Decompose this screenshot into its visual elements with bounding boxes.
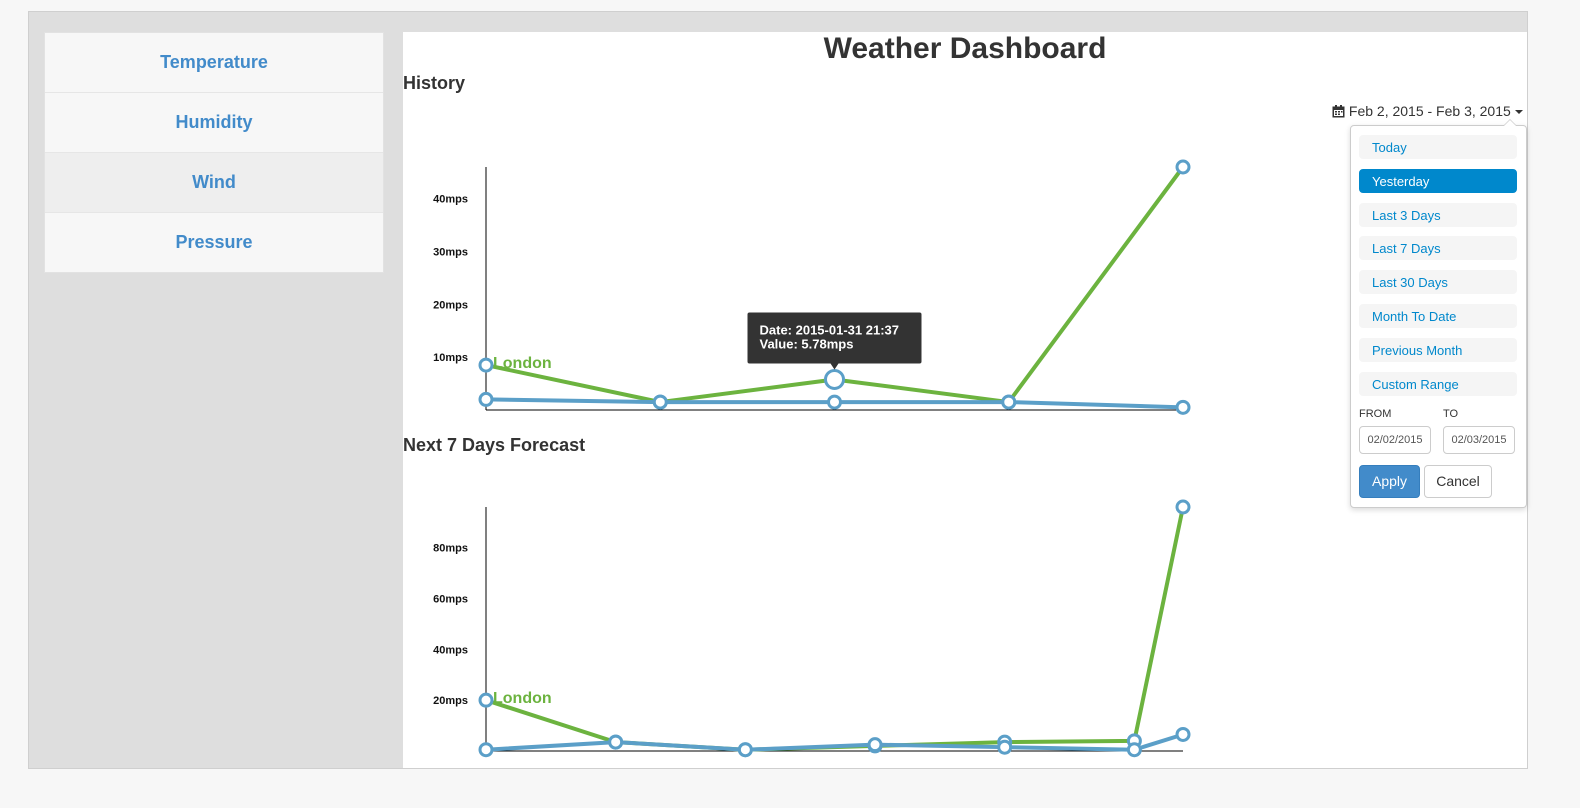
range-option-last-3-days[interactable]: Last 3 Days — [1359, 202, 1517, 227]
tooltip-arrow — [830, 363, 839, 370]
data-point[interactable] — [478, 742, 494, 758]
data-point[interactable] — [827, 394, 842, 410]
forecast-chart: 20mps40mps60mps80mps02/02 00:0002/03 00:… — [433, 499, 1191, 758]
data-point[interactable] — [478, 692, 494, 708]
data-point[interactable] — [1175, 499, 1191, 515]
data-point[interactable] — [1001, 394, 1017, 410]
range-option-custom-range[interactable]: Custom Range — [1359, 371, 1517, 396]
from-date-input[interactable]: 02/02/2015 — [1359, 426, 1431, 454]
from-label: FROM — [1359, 408, 1392, 420]
data-point[interactable] — [997, 739, 1013, 755]
calendar-icon — [1332, 105, 1345, 121]
tooltip-date: Date: 2015-01-31 21:37 — [760, 322, 899, 337]
cancel-button[interactable]: Cancel — [1424, 465, 1492, 498]
main-content: Weather Dashboard History Next 7 Days Fo… — [403, 32, 1527, 768]
data-point[interactable] — [478, 391, 494, 407]
range-option-last-7-days[interactable]: Last 7 Days — [1359, 236, 1517, 261]
sidebar-item-wind[interactable]: Wind — [45, 153, 383, 213]
data-point[interactable] — [1175, 726, 1191, 742]
to-date-input[interactable]: 02/03/2015 — [1443, 426, 1515, 454]
y-tick-label: 80mps — [433, 543, 468, 555]
sidebar-item-pressure[interactable]: Pressure — [175, 232, 253, 252]
caret-down-icon — [1514, 110, 1523, 115]
data-point[interactable] — [1175, 159, 1191, 175]
series-line-0 — [485, 506, 1185, 752]
range-option-previous-month[interactable]: Previous Month — [1359, 337, 1517, 362]
series-label: London — [493, 355, 552, 372]
y-tick-label: 40mps — [433, 194, 468, 206]
sidebar-item-temperature[interactable]: Temperature — [45, 33, 383, 93]
data-point[interactable] — [867, 737, 883, 753]
data-point[interactable] — [1175, 399, 1191, 415]
history-chart: 10mps20mps30mps40mps01/31 20:0001/31 21:… — [433, 159, 1191, 415]
sidebar-item-humidity[interactable]: Humidity — [45, 93, 383, 153]
data-point[interactable] — [652, 394, 668, 410]
y-tick-label: 60mps — [433, 594, 468, 606]
y-tick-label: 30mps — [433, 247, 468, 259]
y-tick-label: 20mps — [433, 695, 468, 707]
data-point[interactable] — [608, 734, 624, 750]
date-range-label: Feb 2, 2015 - Feb 3, 2015 — [1348, 103, 1511, 119]
tooltip-box — [747, 312, 922, 364]
data-point[interactable] — [478, 357, 494, 373]
y-tick-label: 20mps — [433, 299, 468, 311]
range-option-yesterday[interactable]: Yesterday — [1359, 168, 1517, 193]
data-point[interactable] — [824, 368, 845, 390]
to-label: TO — [1443, 408, 1459, 420]
forecast-title: Next 7 Days Forecast — [403, 435, 586, 455]
page-title: Weather Dashboard — [823, 32, 1107, 65]
apply-button[interactable]: Apply — [1359, 465, 1420, 498]
range-option-today[interactable]: Today — [1359, 135, 1517, 159]
y-tick-label: 10mps — [433, 352, 468, 364]
data-point[interactable] — [737, 742, 753, 758]
tooltip-value: Value: 5.78mps — [760, 336, 854, 351]
range-option-month-to-date[interactable]: Month To Date — [1359, 304, 1517, 328]
y-tick-label: 40mps — [433, 644, 468, 656]
data-point[interactable] — [1126, 742, 1142, 758]
app-frame: Temperature Humidity Wind Pressure Weath… — [28, 11, 1528, 769]
date-range-picker[interactable]: Feb 2, 2015 - Feb 3, 2015 — [1332, 103, 1523, 121]
date-range-dropdown: Today Yesterday Last 3 Days Last 7 Days Last… — [1350, 119, 1527, 508]
sidebar-nav: Temperature Humidity Wind Pressure — [44, 32, 384, 273]
range-option-last-30-days[interactable]: Last 30 Days — [1359, 270, 1517, 295]
series-label: London — [493, 690, 552, 707]
history-title: History — [403, 73, 466, 93]
